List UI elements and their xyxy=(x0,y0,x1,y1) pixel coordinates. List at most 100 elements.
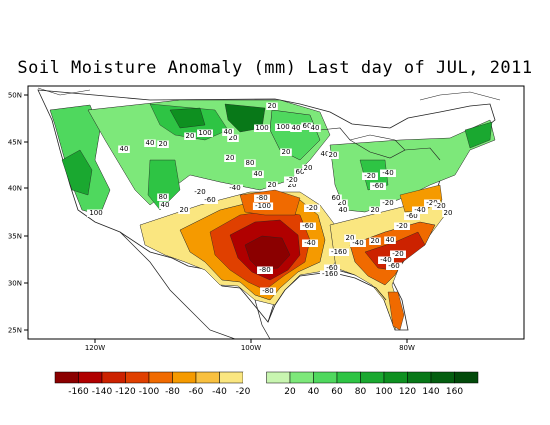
contour-label-bg xyxy=(227,134,239,142)
contour-label: 20 xyxy=(371,237,380,245)
contour-label: -60 xyxy=(372,182,383,190)
contour-label-bg xyxy=(324,264,340,272)
contour-label: -60 xyxy=(406,212,417,220)
contour-label-bg xyxy=(275,123,291,131)
colorbar-swatch xyxy=(195,371,220,384)
colorbar-swatch xyxy=(430,371,455,384)
contour-label-bg xyxy=(424,199,440,207)
contour-label: -20 xyxy=(434,202,445,210)
contour-label-bg xyxy=(301,122,313,130)
contour-label: -40 xyxy=(352,239,363,247)
contour-label-bg xyxy=(254,124,270,132)
contour-label: 40 xyxy=(311,124,320,132)
latitude-labels: 50N 45N 40N 35N 30N 25N xyxy=(8,92,28,335)
colorbar-swatch xyxy=(148,371,173,384)
anomaly-wy-green xyxy=(147,159,181,211)
contour-label: -20 xyxy=(364,172,375,180)
contour-label: -40 xyxy=(380,256,391,264)
colorbar-swatch xyxy=(313,371,338,384)
contour-label-bg xyxy=(336,199,348,207)
contour-label-bg xyxy=(337,206,349,214)
lat-label: 40N xyxy=(8,185,22,193)
contour-label: -40 xyxy=(229,184,240,192)
contour-label-bg xyxy=(300,222,316,230)
contour-label: 20 xyxy=(444,209,453,217)
contour-label: 20 xyxy=(329,151,338,159)
contour-label-bg xyxy=(197,129,213,137)
colorbar-label: -120 xyxy=(115,387,136,397)
contour-label-bg xyxy=(380,169,396,177)
contour-label-bg xyxy=(227,184,243,192)
contour-label: -80 xyxy=(259,266,270,274)
contour-label: 20 xyxy=(282,148,291,156)
contour-label: 60 xyxy=(332,194,341,202)
contour-label: -20 xyxy=(286,176,297,184)
colorbar-swatch xyxy=(78,371,103,384)
contour-label-bg xyxy=(302,164,314,172)
contour-label: 60 xyxy=(303,122,312,130)
contour-label-bg xyxy=(184,132,196,140)
contour-label: -20 xyxy=(382,199,393,207)
colorbar-label: -60 xyxy=(189,387,204,397)
map-title: Soil Moisture Anomaly (mm) Last day of J… xyxy=(17,58,533,78)
contour-label: -20 xyxy=(194,188,205,196)
contour-label: -20 xyxy=(306,204,317,212)
contour-label: 40 xyxy=(120,145,129,153)
contour-label: -40 xyxy=(382,169,393,177)
contour-label: 40 xyxy=(161,201,170,209)
colorbar-swatch xyxy=(336,371,361,384)
contour-label: 80 xyxy=(159,193,168,201)
colorbar-label: -40 xyxy=(212,387,227,397)
contour-label: -60 xyxy=(326,264,337,272)
colorbar-label: 160 xyxy=(446,387,463,397)
contour-label: 20 xyxy=(288,181,297,189)
contour-label-bg xyxy=(302,239,318,247)
lon-label: 120W xyxy=(85,344,105,352)
contour-label-bg xyxy=(369,206,381,214)
colorbar-label: 140 xyxy=(422,387,439,397)
colorbar-swatch xyxy=(101,371,126,384)
anomaly-south-core xyxy=(244,235,291,271)
contour-label-bg xyxy=(328,248,350,256)
contour-label: 20 xyxy=(346,234,355,242)
contour-label-bg xyxy=(159,201,171,209)
contour-label-bg xyxy=(404,212,420,220)
contour-label-bg xyxy=(384,236,396,244)
contour-label-bg xyxy=(294,168,306,176)
contour-label: 40 xyxy=(292,124,301,132)
colorbar: -160 -140 -120 -100 -80 -60 -40 -20 20 40 60 80 100 1… xyxy=(54,371,479,397)
colorbar-label: -100 xyxy=(139,387,160,397)
contour-label: 20 xyxy=(229,134,238,142)
contour-label-bg xyxy=(157,193,169,201)
contour-label: 40 xyxy=(386,236,395,244)
colorbar-swatch xyxy=(219,371,244,384)
contour-label-bg xyxy=(350,239,366,247)
contour-label: 20 xyxy=(338,199,347,207)
contour-labels: 1004040201002020402010040100604020802040… xyxy=(87,102,454,295)
contour-label-bg xyxy=(257,266,273,274)
contour-label: -100 xyxy=(255,202,271,210)
contour-label-bg xyxy=(202,196,218,204)
contour-label-bg xyxy=(344,234,356,242)
colorbar-swatch xyxy=(407,371,432,384)
contour-label: 40 xyxy=(146,139,155,147)
contour-label: -160 xyxy=(331,248,347,256)
colorbar-label: 120 xyxy=(399,387,416,397)
colorbar-gap xyxy=(243,372,267,383)
contour-label-bg xyxy=(88,209,104,217)
map-frame-border xyxy=(27,85,525,340)
contour-label-bg xyxy=(260,287,276,295)
contour-label-bg xyxy=(290,124,302,132)
contour-label-bg xyxy=(178,206,190,214)
contour-label: 40 xyxy=(339,206,348,214)
contour-label-bg xyxy=(442,209,454,217)
contour-label: -80 xyxy=(256,194,267,202)
contour-label: -20 xyxy=(396,222,407,230)
colorbar-label: -140 xyxy=(92,387,113,397)
contour-label: 40 xyxy=(321,150,330,158)
mexico-outline xyxy=(119,231,271,339)
contour-label-bg xyxy=(362,172,378,180)
anomaly-north-dark2 xyxy=(169,107,206,129)
contour-label: 20 xyxy=(186,132,195,140)
